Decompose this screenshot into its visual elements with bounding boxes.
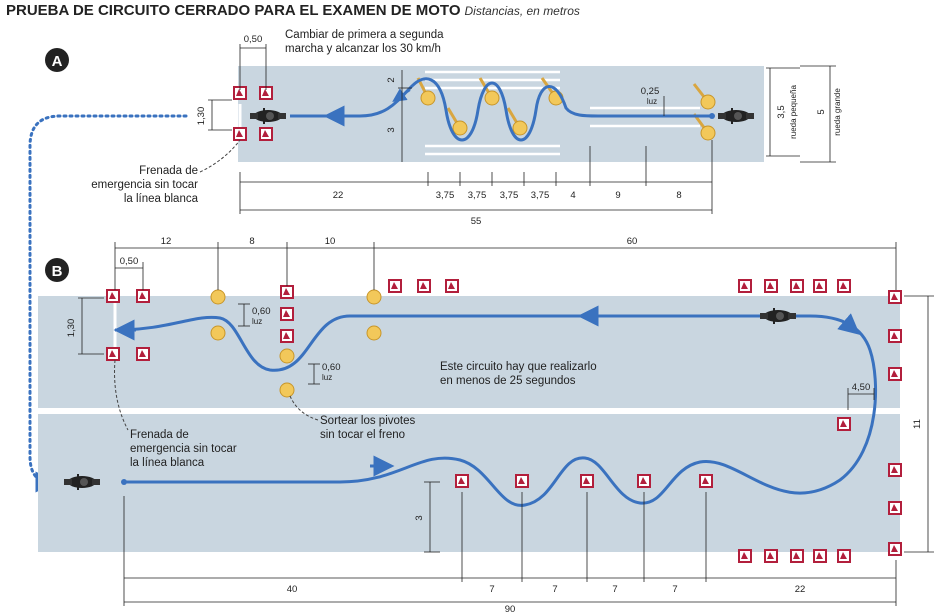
dim-a-5: 5 — [816, 109, 827, 114]
direction-arrow-icon — [392, 88, 411, 102]
dim-b-40: 40 — [287, 584, 298, 595]
dim-b-11: 11 — [912, 419, 923, 429]
dim-b-luz-b: luz — [322, 373, 332, 382]
dim-a-025: 0,25 — [641, 86, 660, 97]
route-a — [290, 77, 712, 142]
dim-b-60: 60 — [627, 236, 638, 247]
dim-a-375: 3,75 — [468, 190, 487, 201]
dim-b-450: 4,50 — [852, 382, 871, 393]
dim-a-3: 3 — [386, 127, 397, 132]
note-pivots-2: sin tocar el freno — [320, 429, 405, 441]
dim-b-7: 7 — [552, 584, 557, 595]
note-brake-b-2: emergencia sin tocar — [130, 443, 237, 455]
dimension-lines-a — [208, 44, 836, 214]
note-brake-a-2: emergencia sin tocar — [91, 179, 198, 191]
dim-b-050: 0,50 — [120, 256, 139, 267]
note-brake-a-1: Frenada de — [139, 165, 198, 177]
pivot-icon — [512, 120, 528, 136]
dim-b-7: 7 — [489, 584, 494, 595]
dim-a-luz: luz — [647, 97, 657, 106]
title-text: PRUEBA DE CIRCUITO CERRADO PARA EL EXAME… — [6, 2, 461, 19]
dim-b-12: 12 — [161, 236, 172, 247]
dim-a-4: 4 — [570, 190, 575, 201]
dim-b-22: 22 — [795, 584, 806, 595]
dim-b-130: 1,30 — [66, 319, 77, 338]
dim-b-3: 3 — [414, 515, 425, 520]
dim-a-375: 3,75 — [531, 190, 550, 201]
dim-b-7: 7 — [612, 584, 617, 595]
dim-a-050: 0,50 — [244, 34, 263, 45]
pivot-icon — [452, 120, 468, 136]
dim-a-8: 8 — [676, 190, 681, 201]
pivot-icon — [484, 90, 500, 106]
cone-icon — [233, 127, 247, 141]
lane-stripes-a — [425, 70, 700, 156]
dim-a-35-label: rueda pequeña — [789, 85, 798, 139]
note-brake-a-3: la línea blanca — [124, 193, 199, 205]
dim-a-9: 9 — [615, 190, 620, 201]
pivot-icon — [420, 90, 436, 106]
route-b — [114, 314, 878, 507]
leader-line — [199, 139, 241, 173]
dim-a-55: 55 — [471, 216, 482, 227]
dim-a-2: 2 — [386, 77, 397, 82]
dim-b-060a: 0,60 — [252, 306, 271, 317]
dim-b-90: 90 — [505, 604, 516, 615]
cone-icon — [259, 127, 273, 141]
dimension-lines-b — [78, 242, 934, 606]
pivot-icon — [700, 94, 716, 110]
dim-b-7: 7 — [672, 584, 677, 595]
dim-a-375: 3,75 — [436, 190, 455, 201]
dim-a-22: 22 — [333, 190, 344, 201]
dim-a-5-label: rueda grande — [833, 88, 842, 136]
dim-a-35: 3,5 — [776, 105, 787, 118]
pivot-icon — [700, 125, 716, 141]
dim-a-375: 3,75 — [500, 190, 519, 201]
note-gear-1: Cambiar de primera a segunda — [285, 29, 444, 41]
note-time-1: Este circuito hay que realizarlo — [440, 361, 597, 373]
direction-arrow-icon — [837, 313, 860, 335]
note-brake-b-1: Frenada de — [130, 429, 189, 441]
dim-a-130: 1,30 — [196, 107, 207, 126]
dim-b-luz-a: luz — [252, 317, 262, 326]
badge-b-label: B — [52, 263, 63, 280]
subtitle: Distancias, en metros — [464, 4, 580, 18]
badge-b — [45, 258, 69, 282]
dim-b-060b: 0,60 — [322, 362, 341, 373]
badge-a — [45, 48, 69, 72]
dim-b-10: 10 — [325, 236, 336, 247]
note-brake-b-3: la línea blanca — [130, 457, 205, 469]
dim-b-8: 8 — [249, 236, 254, 247]
note-pivots-1: Sortear los pivotes — [320, 415, 415, 427]
page-title: PRUEBA DE CIRCUITO CERRADO PARA EL EXAME… — [6, 2, 580, 19]
leader-line — [114, 359, 129, 431]
badge-a-label: A — [52, 53, 63, 70]
note-gear-2: marcha y alcanzar los 30 km/h — [285, 43, 441, 55]
note-time-2: en menos de 25 segundos — [440, 375, 576, 387]
